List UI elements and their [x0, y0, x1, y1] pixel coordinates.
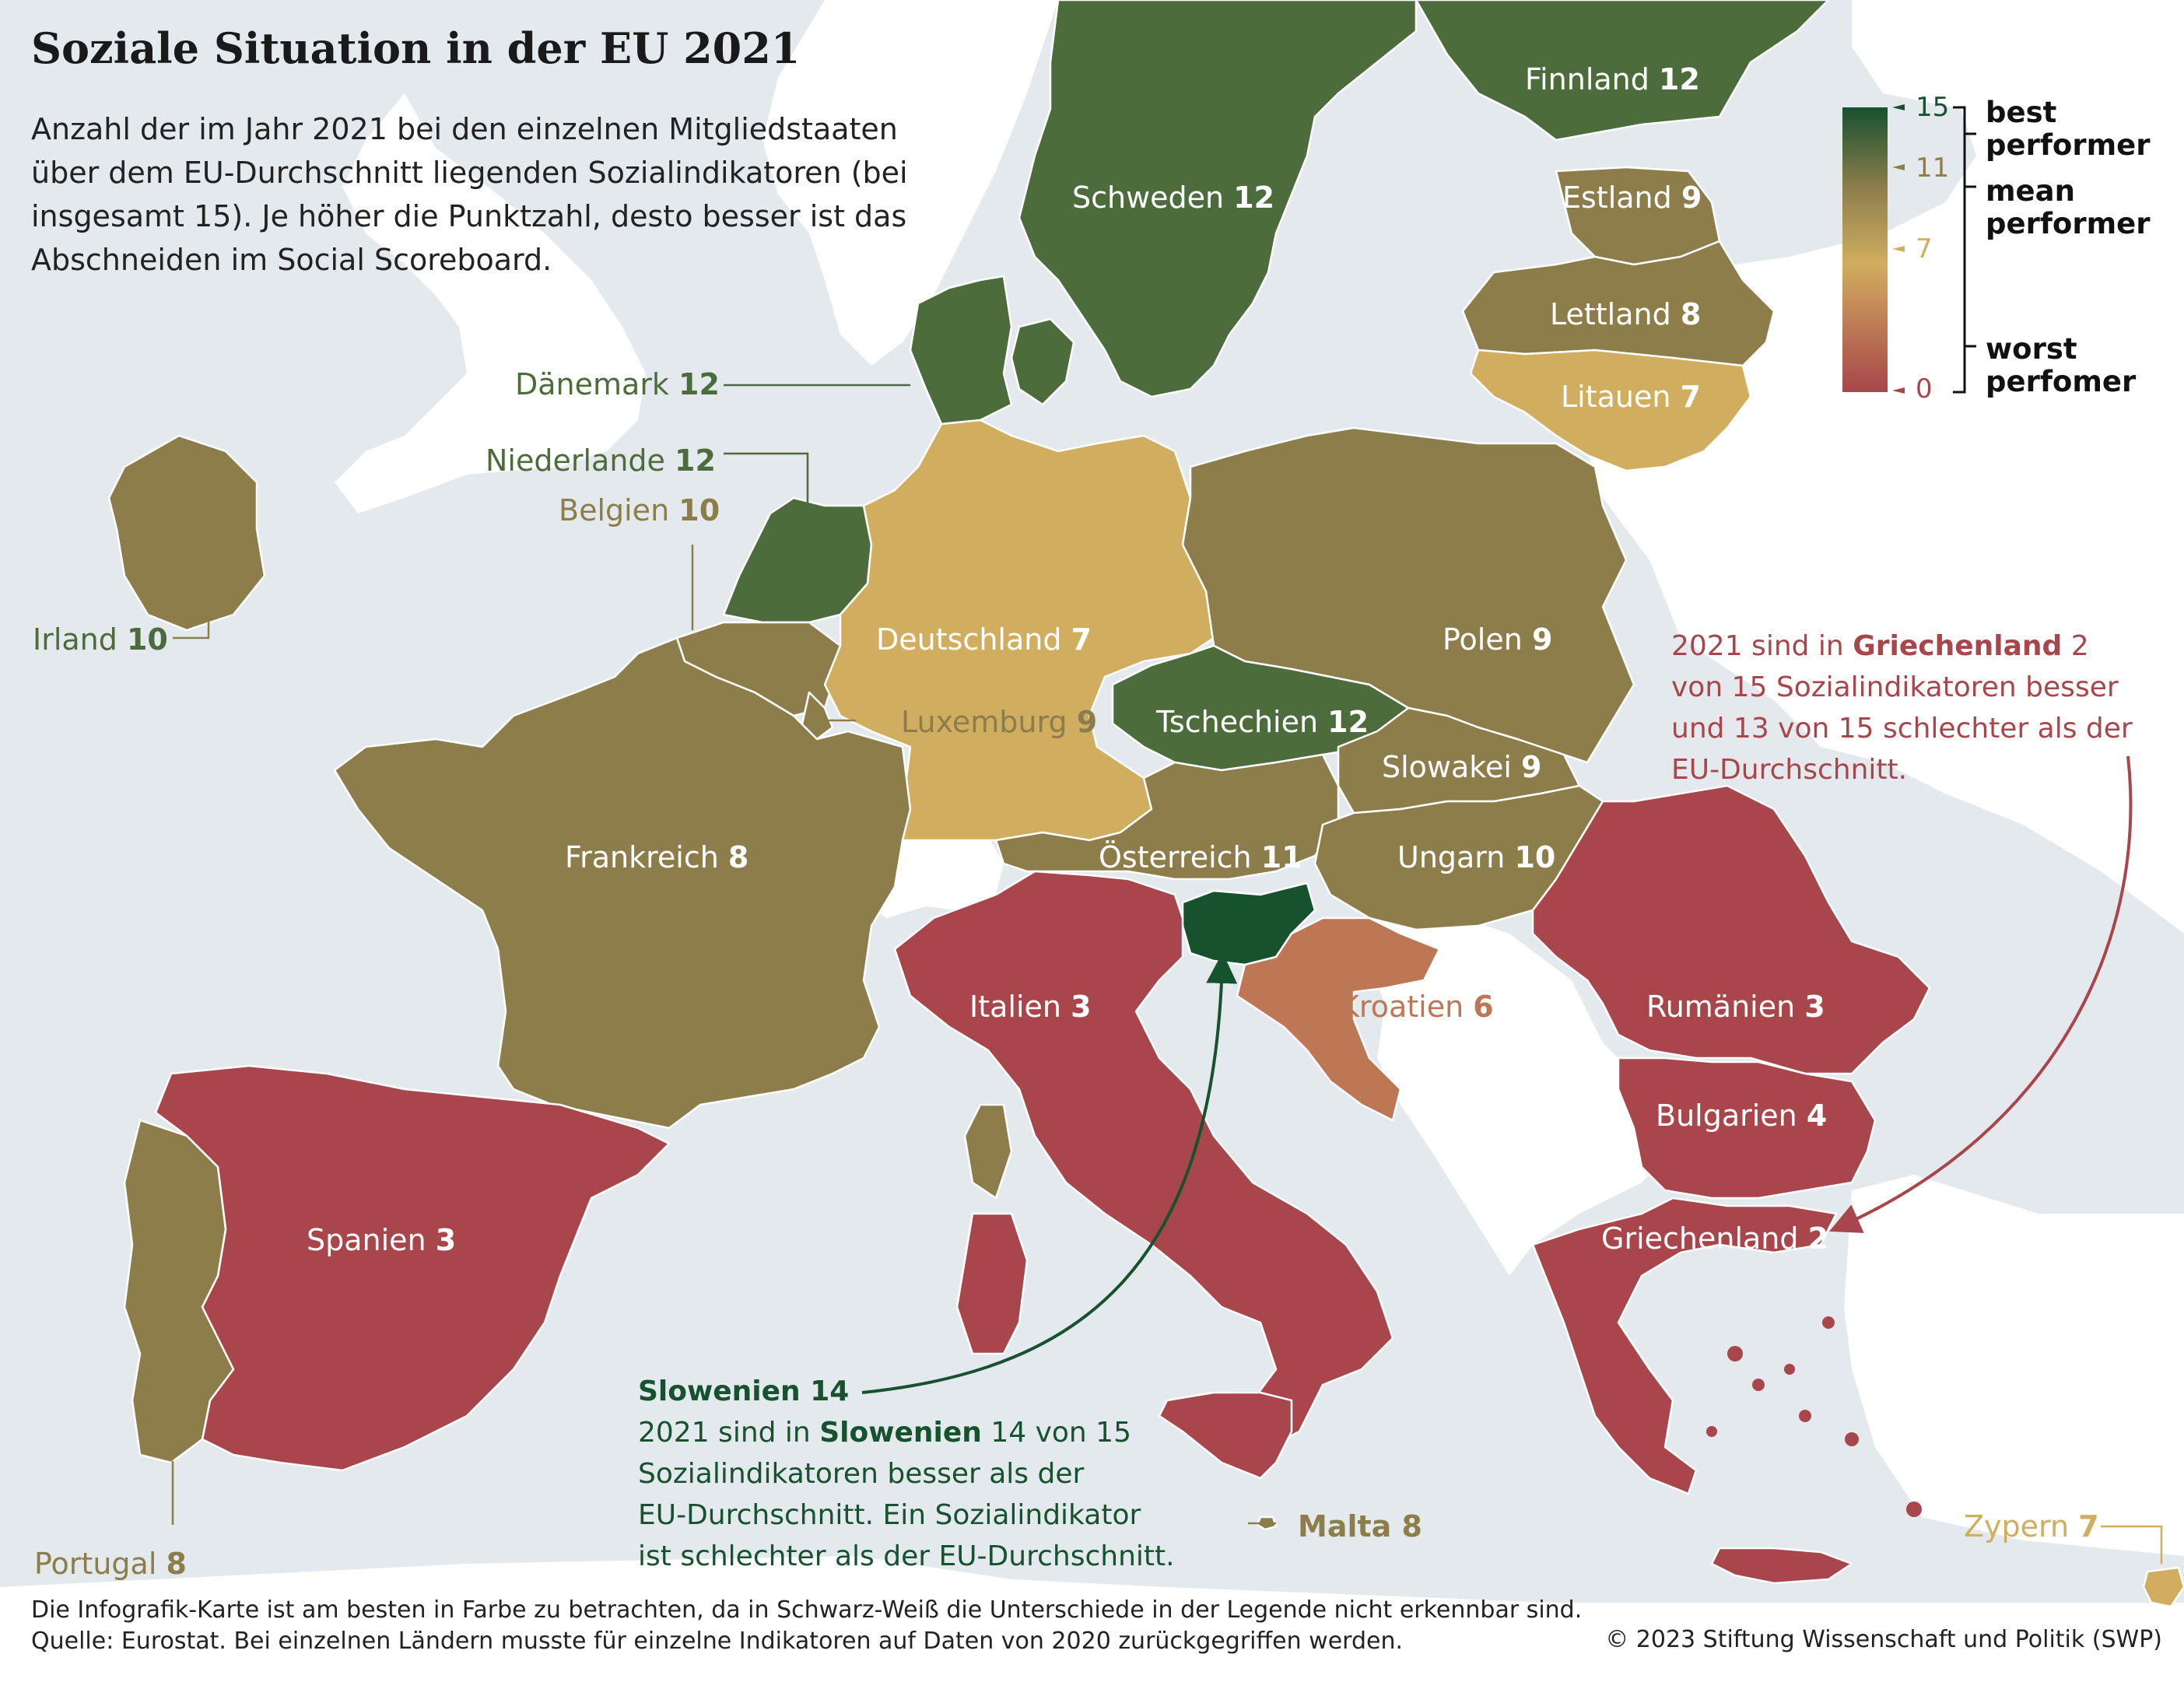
leader-lines — [171, 384, 2163, 1564]
africa-land — [0, 1556, 2184, 1682]
legend-tick-11: 11 — [1916, 152, 1950, 184]
country-griechenland-kreta — [1710, 1547, 1853, 1585]
leader-irland — [173, 583, 210, 640]
country-daenemark — [909, 275, 1013, 426]
label-irland: Irland 10 — [33, 622, 168, 657]
label-niederlande: Niederlande 12 — [486, 443, 716, 478]
turkey-land — [1844, 1175, 2184, 1556]
country-schweden — [1018, 0, 1418, 398]
footer-copyright: © 2023 Stiftung Wissenschaft und Politik… — [1605, 1626, 2162, 1653]
legend-scale — [1842, 104, 1976, 394]
page-subtitle: Anzahl der im Jahr 2021 bei den einzelne… — [31, 112, 908, 277]
label-bulgarien: Bulgarien 4 — [1656, 1099, 1828, 1133]
label-deutschland: Deutschland 7 — [876, 622, 1092, 657]
legend-tick-7: 7 — [1916, 233, 1933, 265]
country-italien — [893, 870, 1394, 1449]
country-kroatien — [1236, 916, 1441, 1122]
country-italien-sizilien — [1158, 1391, 1293, 1480]
label-zypern: Zypern 7 — [1964, 1509, 2099, 1544]
label-polen: Polen 9 — [1443, 622, 1553, 657]
legend-tick-0: 0 — [1916, 373, 1933, 405]
label-frankreich: Frankreich 8 — [565, 840, 749, 874]
label-schweden: Schweden 12 — [1072, 180, 1275, 215]
label-slowakei: Slowakei 9 — [1382, 750, 1542, 784]
footer-source: Quelle: Eurostat. Bei einzelnen Ländern … — [31, 1628, 1404, 1655]
greek-islands — [1706, 1316, 1922, 1517]
label-griechenland: Griechenland 2 — [1601, 1221, 1829, 1256]
country-portugal — [123, 1119, 235, 1464]
footer-notes: Die Infografik-Karte ist am besten in Fa… — [31, 1595, 1582, 1657]
label-malta: Malta 8 — [1298, 1509, 1422, 1544]
country-rumaenien — [1531, 784, 1931, 1075]
russia-belarus-land — [1587, 0, 2184, 934]
country-irland — [107, 434, 266, 632]
country-griechenland — [1531, 1197, 1838, 1495]
label-estland: Estland 9 — [1562, 180, 1702, 215]
country-frankreich-korsika — [963, 1103, 1013, 1200]
label-spanien: Spanien 3 — [307, 1223, 457, 1257]
label-litauen: Litauen 7 — [1561, 380, 1702, 414]
country-finnland — [1415, 0, 1830, 142]
country-bulgarien — [1617, 1057, 1877, 1200]
leader-zypern — [2101, 1525, 2163, 1564]
country-oesterreich — [994, 753, 1340, 881]
country-daenemark-island — [1010, 317, 1075, 406]
leader-niederlande — [724, 452, 809, 513]
annotation-arrow-griechenland — [1829, 755, 2133, 1233]
label-portugal: Portugal 8 — [34, 1547, 187, 1581]
legend-color-bar — [1842, 107, 1888, 392]
label-rumaenien: Rumänien 3 — [1646, 990, 1825, 1024]
legend-tick-15: 15 — [1916, 92, 1950, 123]
footer-note: Die Infografik-Karte ist am besten in Fa… — [31, 1596, 1583, 1624]
annotation-slowenien: Slowenien 14 2021 sind in Slowenien 14 v… — [638, 1375, 1175, 1572]
label-tschechien: Tschechien 12 — [1156, 705, 1369, 739]
label-oesterreich: Österreich 11 — [1099, 840, 1302, 874]
label-belgien: Belgien 10 — [559, 493, 720, 527]
eu-countries — [107, 0, 2184, 1608]
annotation-arrow-slowenien — [861, 952, 1238, 1394]
norway-land — [762, 0, 1058, 366]
label-lettland: Lettland 8 — [1550, 297, 1702, 331]
country-litauen — [1469, 349, 1752, 472]
label-ungarn: Ungarn 10 — [1397, 840, 1556, 874]
legend-best-performer: best performer — [1986, 96, 2151, 162]
legend-bracket — [1953, 106, 1976, 394]
legend-mean-performer: mean performer — [1986, 174, 2151, 240]
country-zypern — [2142, 1566, 2184, 1608]
legend-worst-performer: worst perfomer — [1986, 332, 2137, 398]
label-luxemburg: Luxemburg 9 — [901, 705, 1098, 739]
label-italien: Italien 3 — [969, 990, 1092, 1024]
country-frankreich — [333, 636, 912, 1130]
great-britain-land — [335, 93, 646, 513]
annotation-griechenland: 2021 sind in Griechenland 2 von 15 Sozia… — [1671, 630, 2133, 786]
label-finnland: Finnland 12 — [1525, 62, 1700, 96]
label-daenemark: Dänemark 12 — [515, 367, 720, 401]
balkans-land — [1369, 910, 1681, 1276]
page-title: Soziale Situation in der EU 2021 — [31, 23, 801, 73]
country-luxemburg — [800, 691, 834, 741]
country-italien-sardinien — [955, 1212, 1029, 1355]
label-kroatien: Kroatien 6 — [1340, 990, 1494, 1024]
